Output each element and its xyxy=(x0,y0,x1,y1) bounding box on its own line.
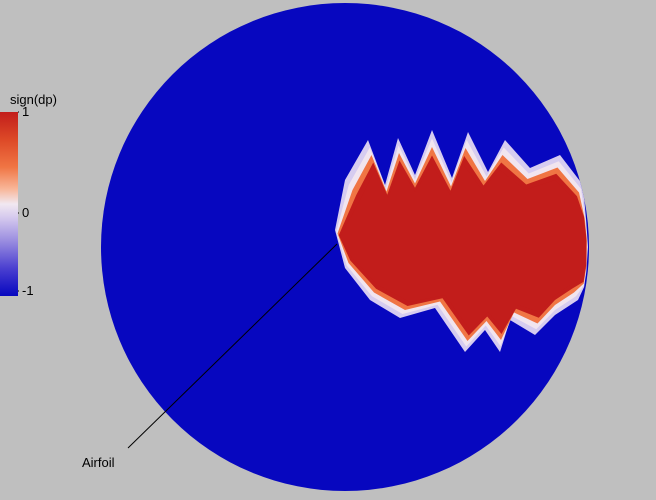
airfoil-annotation-label: Airfoil xyxy=(82,455,115,470)
colorbar-tick-label: 0 xyxy=(22,205,29,220)
colorbar-title: sign(dp) xyxy=(10,92,57,107)
colorbar-tick-label: 1 xyxy=(22,104,29,119)
visualization-canvas xyxy=(0,0,656,500)
colorbar xyxy=(0,112,18,296)
colorbar-tick-label: -1 xyxy=(22,283,34,298)
